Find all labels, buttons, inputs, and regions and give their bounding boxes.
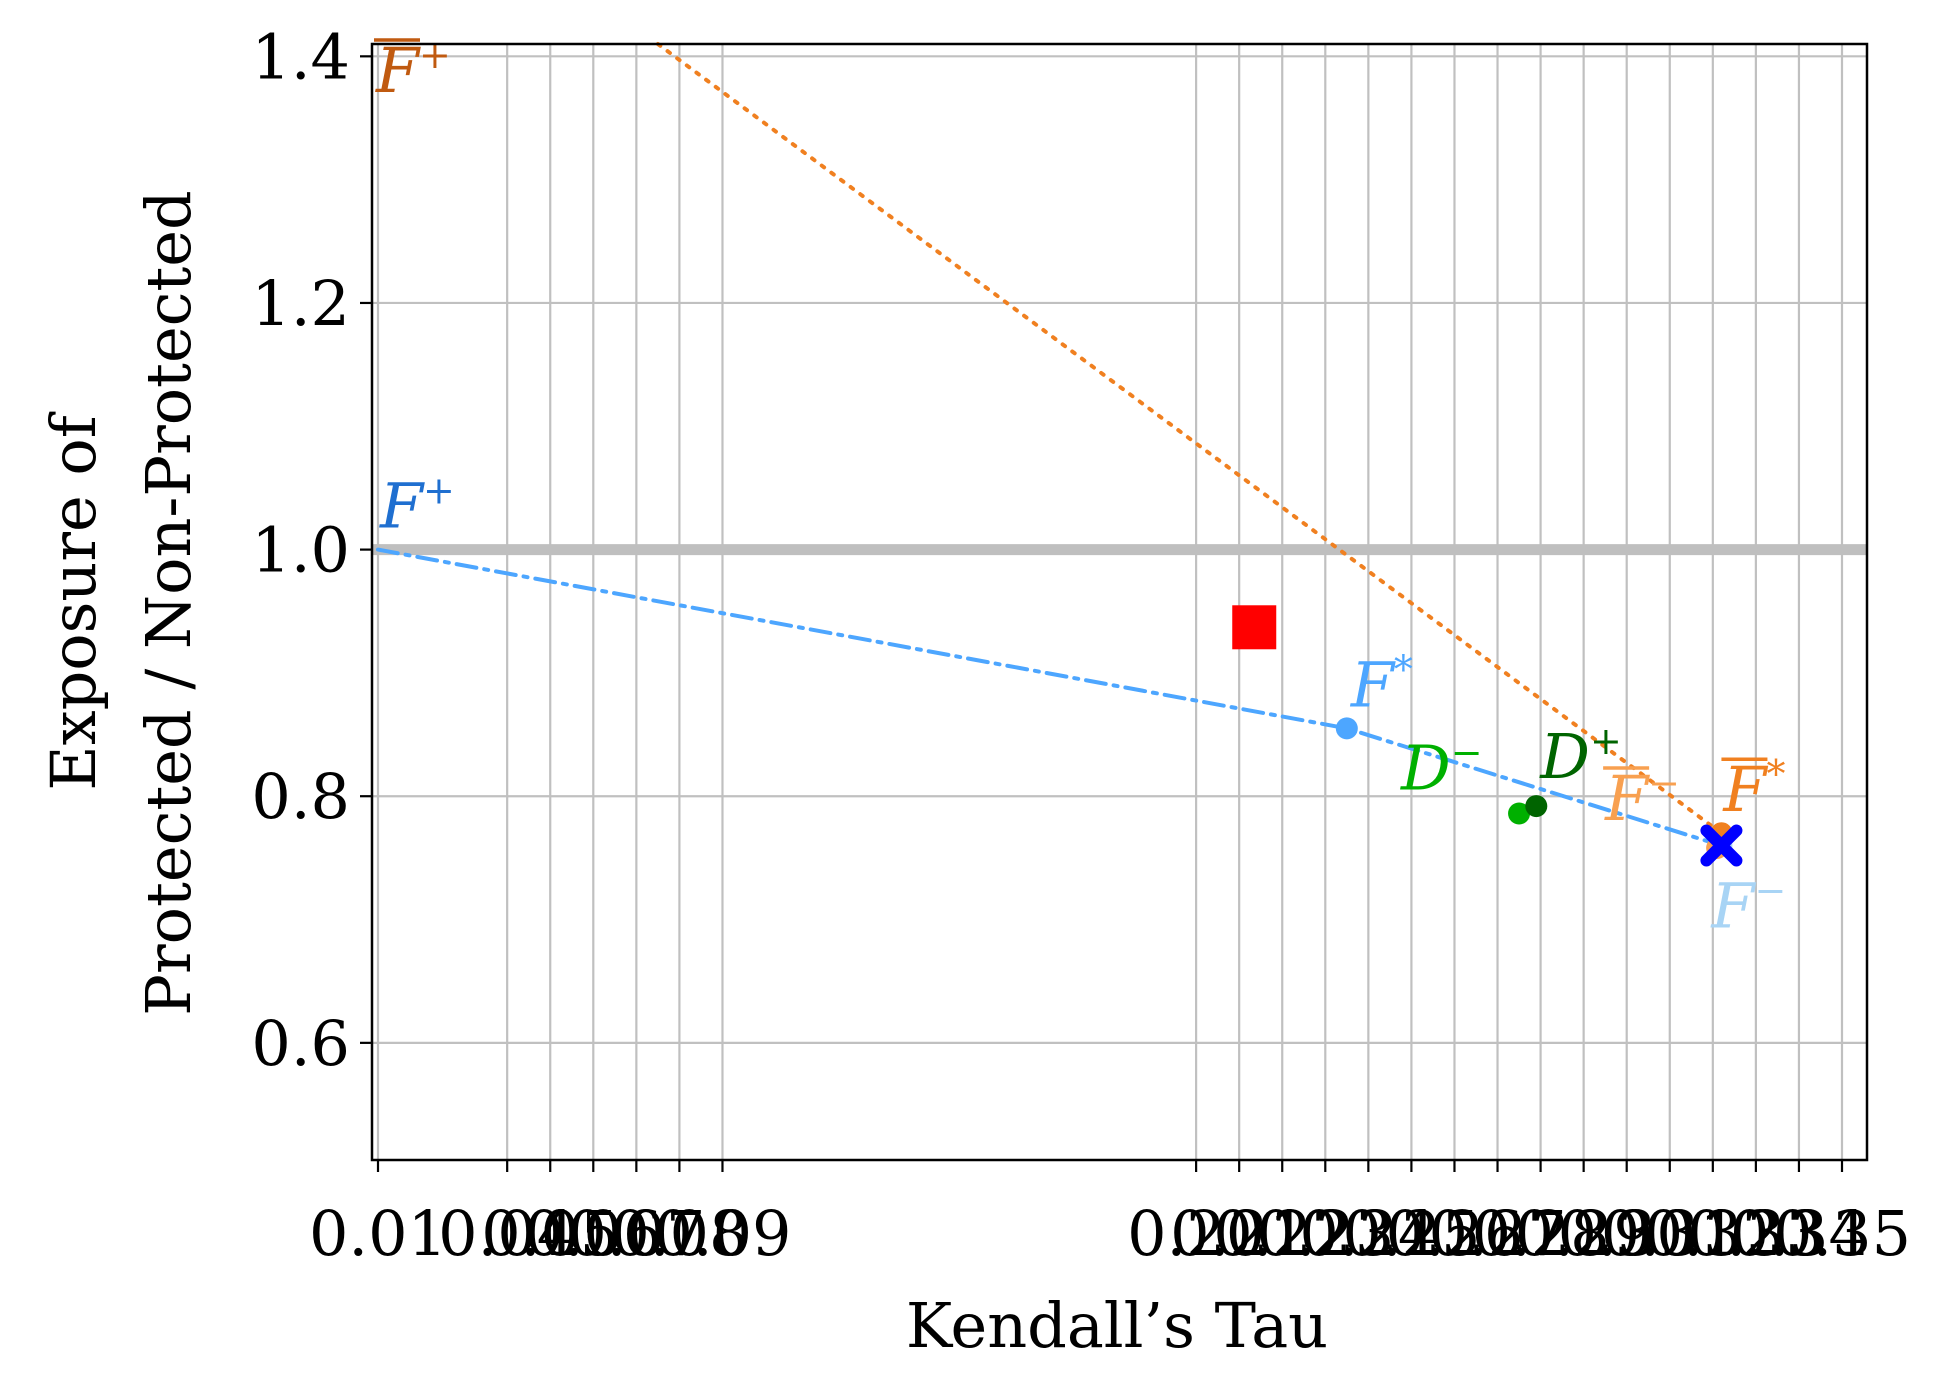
x-tick-label: 0.05 (481, 1197, 619, 1270)
annotation-superscript: − (1648, 761, 1680, 805)
annotation-base: F (1710, 870, 1756, 943)
point-annotation: F− (1710, 869, 1786, 943)
annotation-superscript: + (423, 469, 455, 513)
x-axis-label: Kendall’s Tau (906, 1289, 1328, 1362)
point-marker-square (1232, 605, 1277, 650)
y-axis-label-line-1: Exposure of (37, 411, 110, 790)
x-tick-label: 0.34 (1730, 1197, 1868, 1270)
series-layer (376, 42, 1724, 848)
y-tick-label: 1.0 (251, 514, 350, 587)
y-tick-label: 0.6 (251, 1007, 350, 1080)
x-tick-label: 0.23 (1256, 1197, 1394, 1270)
annotation-base: F (379, 470, 425, 543)
series-line-dotted (655, 42, 1724, 836)
x-axis-ticks: 0.010.040.050.060.070.080.09 0.200.210.22… (309, 1160, 1911, 1270)
point-marker (1335, 717, 1358, 740)
point-marker-x (1700, 824, 1743, 867)
svg-text:D+: D+ (1539, 719, 1622, 793)
annotation-superscript: * (1394, 647, 1413, 691)
svg-text:F*: F* (1350, 647, 1413, 721)
svg-text:F−: F− (1710, 869, 1786, 943)
y-axis-label-line-2: Protected / Non-Protected (132, 190, 205, 1015)
annotation-base: F (1722, 753, 1768, 826)
x-tick-label: 0.29 (1515, 1197, 1653, 1270)
annotation-base: F (1350, 648, 1396, 721)
x-tick-label: 0.21 (1170, 1197, 1308, 1270)
annotation-base: F (1604, 762, 1650, 835)
x-tick-label: 0.09 (653, 1197, 791, 1270)
x-tick-label: 0.30 (1558, 1197, 1696, 1270)
x-tick-label: 0.33 (1687, 1197, 1825, 1270)
y-axis-ticks: 0.6 0.8 1.0 1.2 1.4 (251, 20, 372, 1080)
point-annotation: D+ (1539, 719, 1622, 793)
svg-text:F+: F+ (375, 33, 451, 107)
svg-text:F+: F+ (379, 469, 455, 543)
x-tick-label: 0.04 (438, 1197, 576, 1270)
x-tick-label: 0.31 (1601, 1197, 1739, 1270)
annotation-base: F (375, 34, 421, 107)
x-tick-label: 0.01 (309, 1197, 447, 1270)
y-tick-label: 1.2 (251, 267, 350, 340)
x-tick-label: 0.20 (1127, 1197, 1265, 1270)
point-annotation: F* (1721, 752, 1785, 826)
annotation-layer: F+F*F−F+F*F−D− D+ (374, 33, 1786, 943)
point-annotation: D− (1400, 730, 1483, 804)
x-tick-label: 0.28 (1472, 1197, 1610, 1270)
annotation-base: D (1539, 720, 1590, 793)
x-tick-label: 0.08 (610, 1197, 748, 1270)
annotation-superscript: * (1766, 752, 1785, 796)
svg-text:F*: F* (1722, 752, 1785, 826)
point-marker (1525, 795, 1548, 818)
plot-frame (370, 42, 1869, 1162)
point-annotation: F* (1350, 647, 1413, 721)
point-annotation: F+ (374, 33, 451, 107)
x-tick-label: 0.06 (524, 1197, 662, 1270)
series-line-dashdot (376, 547, 1724, 848)
x-tick-label: 0.27 (1429, 1197, 1567, 1270)
svg-text:F−: F− (1604, 761, 1680, 835)
point-annotation: F− (1603, 761, 1680, 835)
point-annotation: F+ (379, 469, 455, 543)
annotation-superscript: + (419, 33, 451, 77)
annotation-superscript: + (1590, 719, 1622, 763)
y-tick-label: 1.4 (251, 20, 350, 93)
point-marker (1508, 802, 1531, 825)
y-tick-label: 0.8 (251, 760, 350, 833)
svg-text:D−: D− (1400, 730, 1483, 804)
y-axis-label: Exposure of Protected / Non-Protected (37, 190, 205, 1015)
x-tick-label: 0.24 (1299, 1197, 1437, 1270)
marker-layer (1232, 605, 1743, 867)
x-tick-label: 0.22 (1213, 1197, 1351, 1270)
annotation-superscript: − (1451, 730, 1483, 774)
annotation-base: D (1400, 731, 1451, 804)
x-tick-label: 0.35 (1773, 1197, 1911, 1270)
annotation-superscript: − (1754, 869, 1786, 913)
x-tick-label: 0.26 (1385, 1197, 1523, 1270)
x-tick-label: 0.32 (1644, 1197, 1782, 1270)
x-tick-label: 0.07 (567, 1197, 705, 1270)
x-tick-label: 0.25 (1342, 1197, 1480, 1270)
